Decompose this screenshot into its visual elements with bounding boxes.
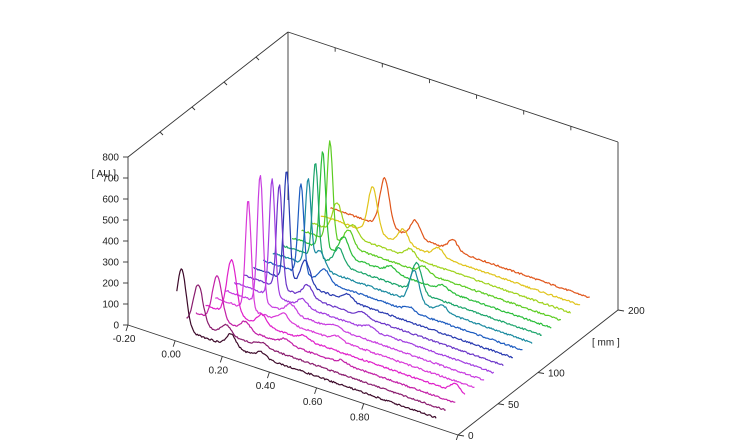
series-trace-164mm — [301, 140, 562, 321]
mm-tick — [457, 434, 465, 437]
series-trace-32mm — [195, 275, 456, 403]
au-tick-label: 600 — [102, 195, 119, 206]
side-edge-tick — [191, 106, 196, 111]
series-trace-188mm — [320, 186, 581, 306]
au-tick-label: 100 — [102, 300, 119, 311]
rf-tick — [267, 372, 270, 379]
series-trace-44mm — [205, 259, 466, 395]
au-tick-label: 400 — [102, 237, 119, 248]
au-tick-label: 700 — [102, 174, 119, 185]
mm-tick — [537, 372, 545, 374]
rf-tick — [314, 387, 317, 394]
au-tick-label: 500 — [102, 216, 119, 227]
series-trace-80mm — [233, 178, 495, 374]
rf-tick — [172, 340, 176, 347]
rf-tick-label: 0.40 — [256, 381, 276, 392]
series-trace-104mm — [253, 171, 513, 359]
rf-tick — [125, 324, 129, 332]
rf-tick-label: 0.80 — [350, 413, 370, 424]
rf-tick-label: 0.00 — [161, 350, 181, 361]
frame-bottom-rf-edge — [127, 324, 459, 436]
chart-traces — [176, 140, 590, 419]
au-tick-label: 300 — [102, 258, 119, 269]
rf-tick — [219, 356, 223, 363]
rf-tick — [455, 434, 459, 440]
series-trace-176mm — [311, 202, 572, 314]
series-trace-152mm — [291, 151, 552, 329]
series-trace-92mm — [243, 184, 504, 367]
series-trace-68mm — [224, 175, 485, 381]
au-tick-label: 0 — [113, 321, 119, 332]
series-trace-56mm — [215, 201, 475, 388]
z-axis-title: [ mm ] — [592, 337, 620, 348]
side-edge-tick — [255, 56, 260, 61]
chart-ticks — [123, 47, 625, 440]
series-trace-200mm — [330, 177, 590, 298]
side-edge-tick — [159, 131, 164, 136]
mm-tick-label: 0 — [468, 431, 474, 440]
rf-tick-label: -0.20 — [113, 334, 136, 345]
rf-tick-label: 0.20 — [209, 365, 229, 376]
rf-tick — [361, 403, 365, 410]
mm-tick — [617, 309, 625, 312]
frame-left-top-edge — [127, 31, 289, 158]
au-tick-label: 200 — [102, 279, 119, 290]
mm-tick-label: 50 — [508, 400, 520, 411]
rf-tick-label: 0.60 — [303, 397, 323, 408]
au-tick-label: 800 — [102, 153, 119, 164]
mm-tick-label: 200 — [628, 306, 645, 317]
series-trace-128mm — [272, 178, 533, 344]
series-trace-8mm — [176, 268, 437, 419]
series-trace-20mm — [186, 284, 446, 411]
mm-tick — [497, 403, 505, 406]
side-edge-tick — [223, 81, 228, 86]
y-axis-title: [ AU ] — [92, 169, 117, 180]
frame-back-top-edge — [287, 31, 619, 143]
mm-tick-label: 100 — [548, 369, 565, 380]
